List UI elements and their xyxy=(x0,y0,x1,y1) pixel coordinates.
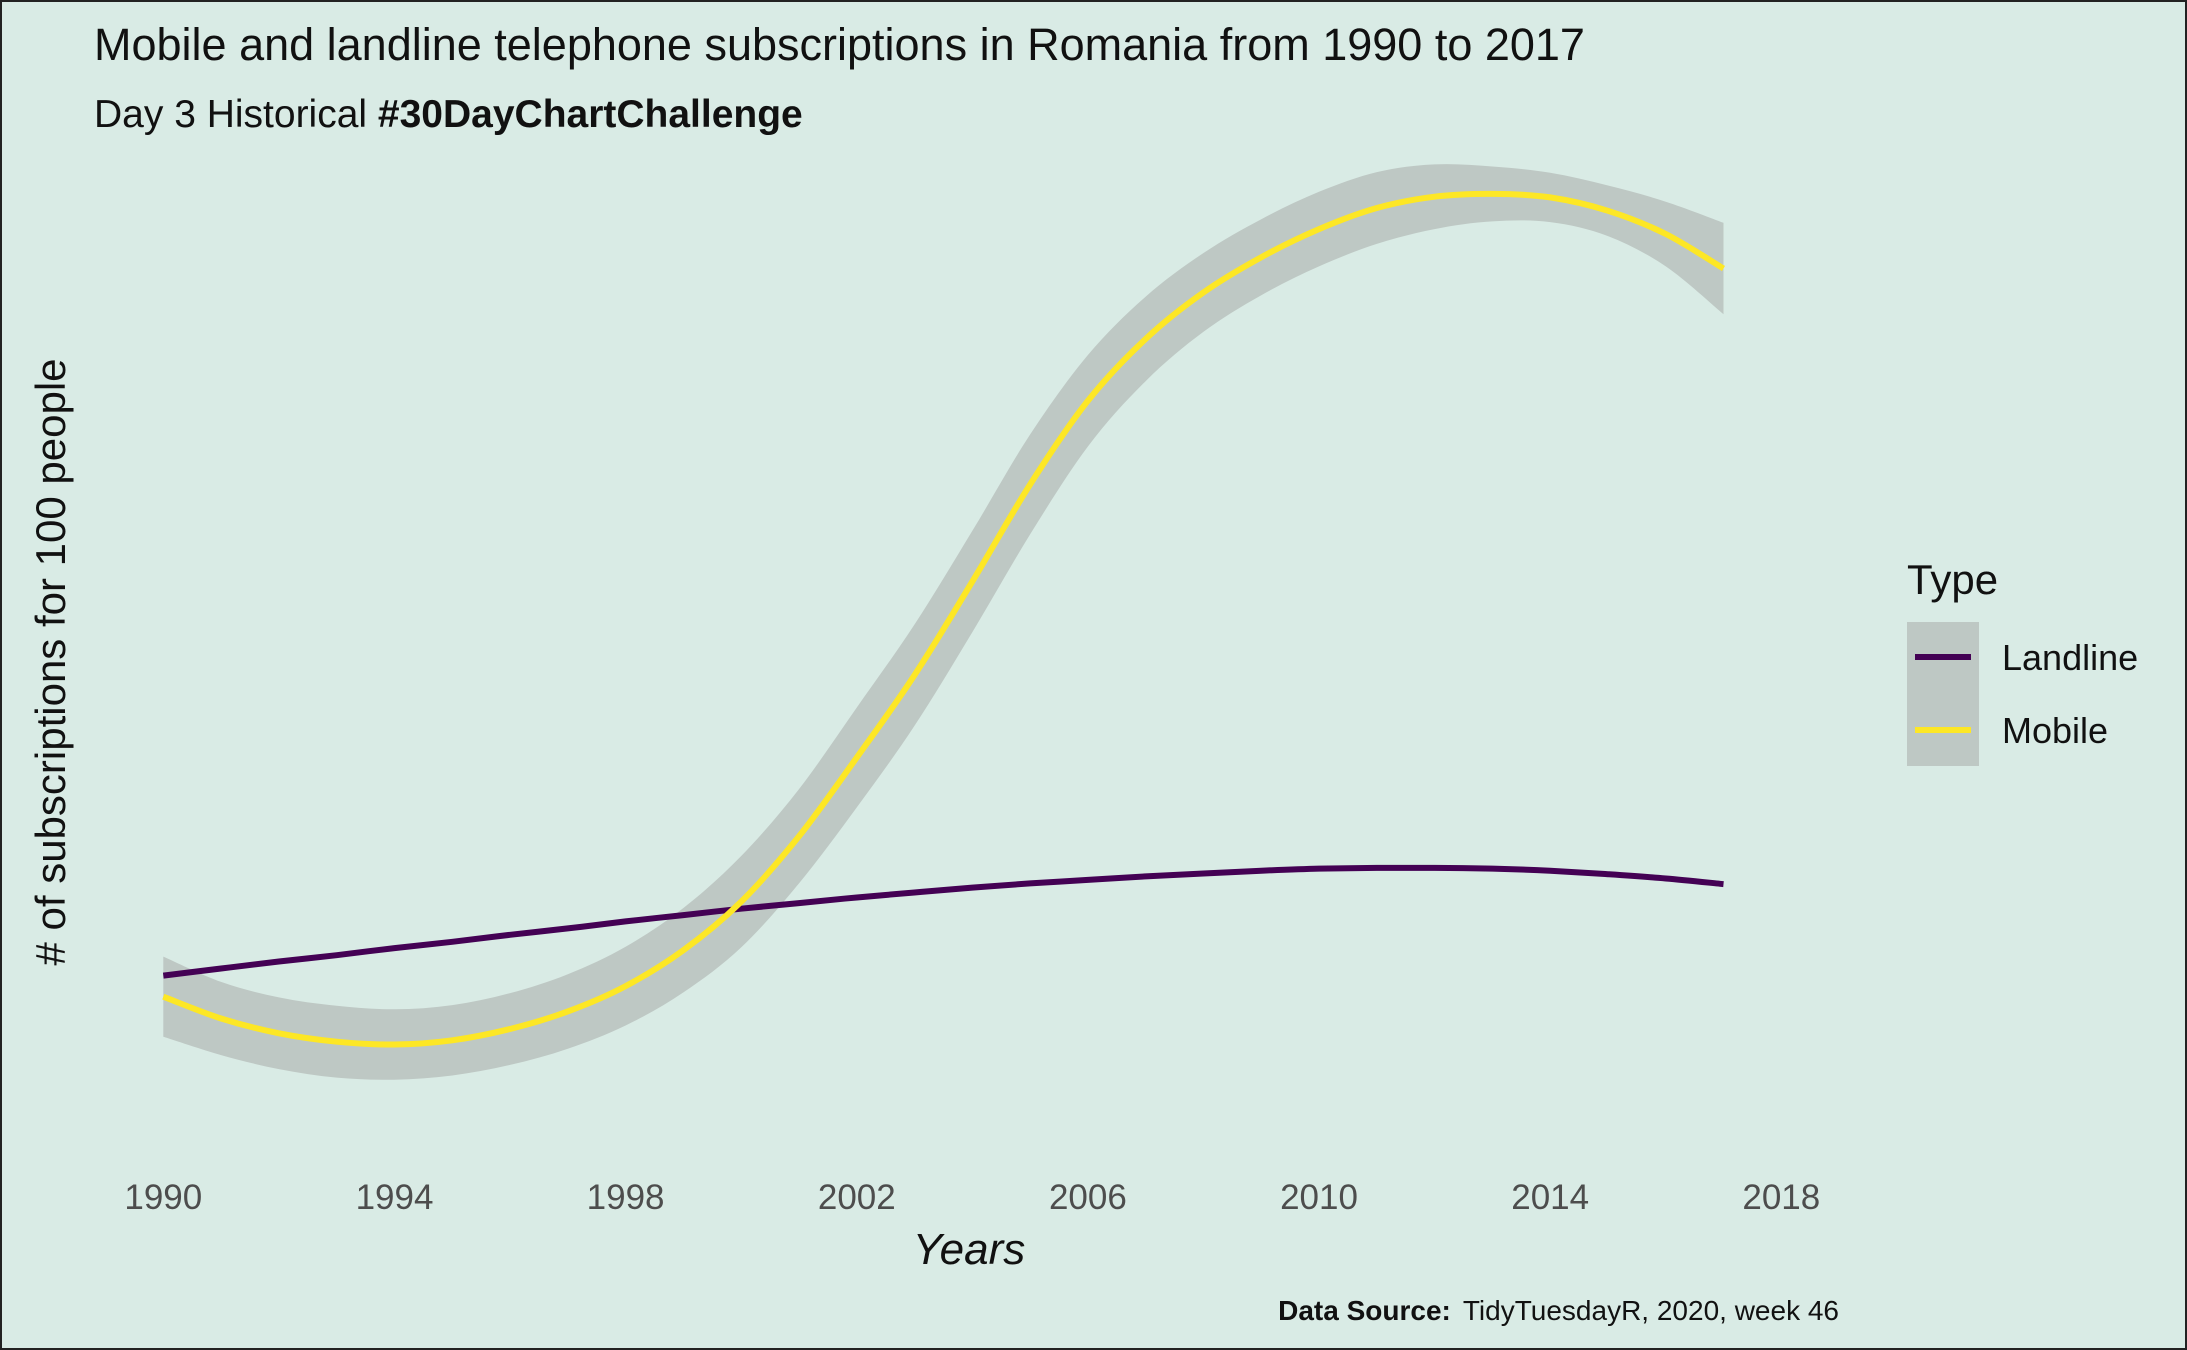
x-tick-label-2002: 2002 xyxy=(818,1178,896,1217)
y-axis-label: # of subscriptions for 100 people xyxy=(27,358,74,965)
plot-area xyxy=(162,164,1726,1080)
legend-label-mobile: Mobile xyxy=(2002,710,2108,751)
x-tick-label-1990: 1990 xyxy=(124,1178,202,1217)
x-tick-label-2010: 2010 xyxy=(1280,1178,1358,1217)
caption-text: TidyTuesdayR, 2020, week 46 xyxy=(1463,1295,1839,1326)
subtitle-prefix: Day 3 Historical xyxy=(94,93,378,136)
legend-title: Type xyxy=(1907,556,1998,603)
caption-label: Data Source: xyxy=(1278,1295,1451,1326)
chart-title: Mobile and landline telephone subscripti… xyxy=(94,19,1585,70)
x-axis-ticks: 1990 1994 1998 2002 2006 2010 2014 2018 xyxy=(124,1178,1820,1217)
subtitle-hashtag: #30DayChartChallenge xyxy=(378,93,803,136)
x-tick-label-2018: 2018 xyxy=(1742,1178,1820,1217)
mobile-confidence-band xyxy=(163,164,1724,1080)
x-tick-label-1994: 1994 xyxy=(356,1178,434,1217)
legend-key-background xyxy=(1907,622,1979,766)
legend: Type Landline Mobile xyxy=(1907,556,2138,766)
chart-subtitle: Day 3 Historical #30DayChartChallenge xyxy=(94,93,803,136)
x-tick-label-2014: 2014 xyxy=(1511,1178,1589,1217)
caption: Data Source: TidyTuesdayR, 2020, week 46 xyxy=(1278,1295,1839,1326)
x-tick-label-2006: 2006 xyxy=(1049,1178,1127,1217)
series-line-mobile xyxy=(162,190,1726,1048)
legend-label-landline: Landline xyxy=(2002,637,2138,678)
x-tick-label-1998: 1998 xyxy=(587,1178,665,1217)
series-line-landline xyxy=(162,864,1724,979)
x-axis-label: Years xyxy=(913,1225,1026,1274)
